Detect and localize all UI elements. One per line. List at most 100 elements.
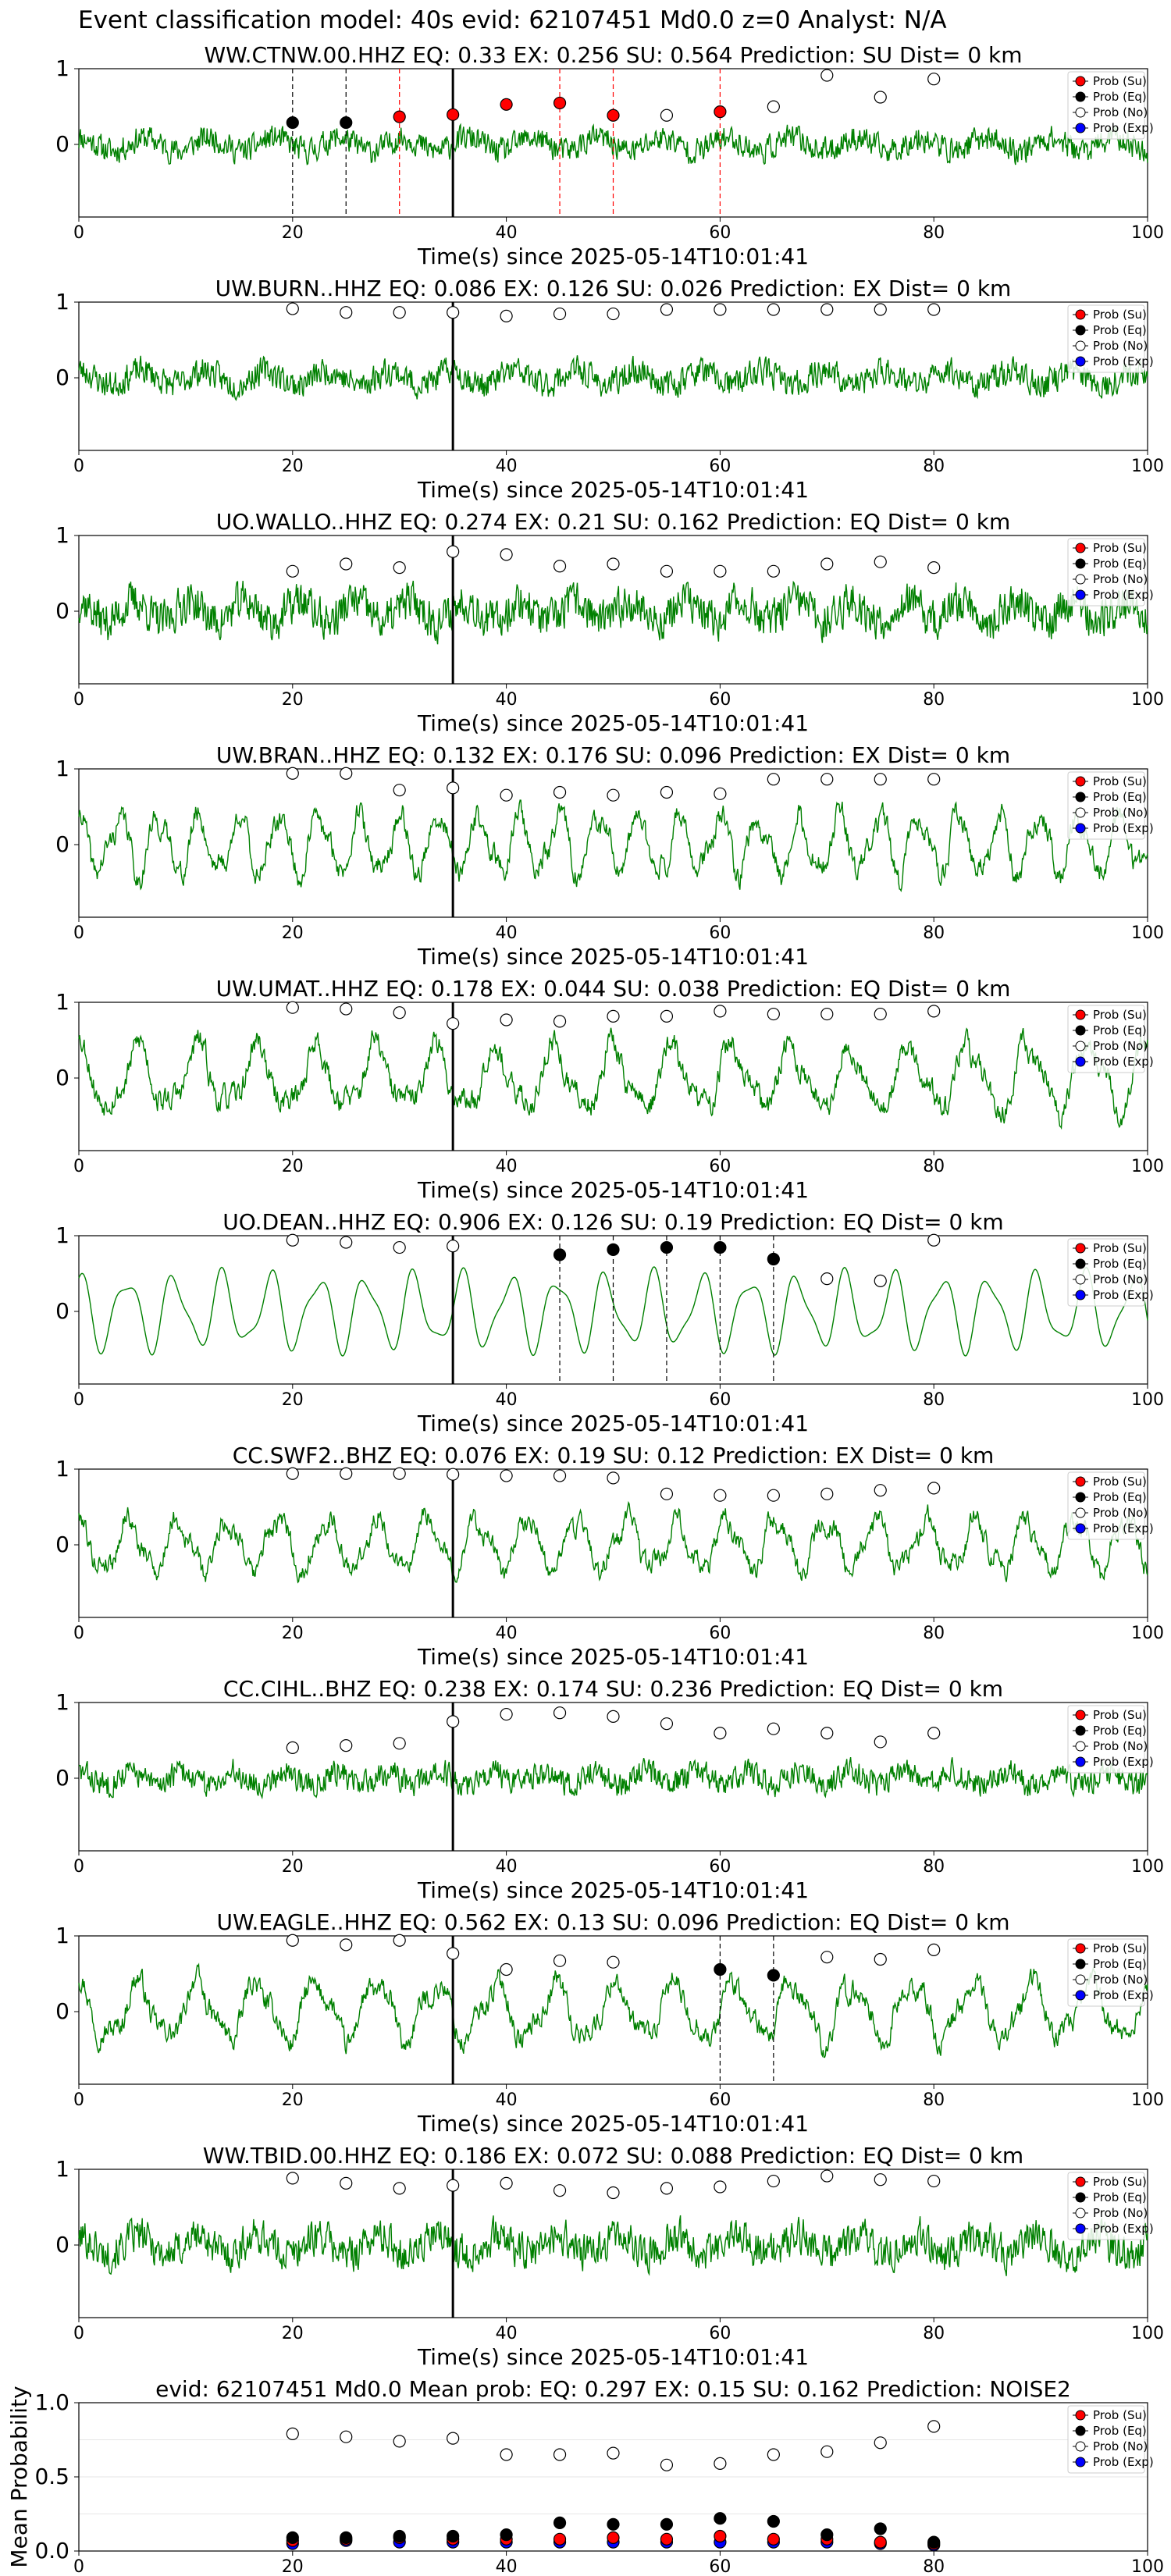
prob-point-eq bbox=[767, 1252, 780, 1266]
legend-label-exp: Prob (Exp) bbox=[1093, 821, 1154, 835]
prob-point-no bbox=[553, 1469, 567, 1482]
legend-marker-exp bbox=[1075, 356, 1086, 367]
x-tick-label: 100 bbox=[1131, 1624, 1164, 1643]
legend-marker-su bbox=[1075, 1943, 1086, 1954]
legend-marker-su bbox=[1075, 309, 1086, 320]
y-tick-label: 0 bbox=[55, 1998, 69, 2024]
x-tick-label: 80 bbox=[923, 2090, 945, 2110]
x-tick-label: 80 bbox=[923, 1390, 945, 1410]
legend-label-no: Prob (No) bbox=[1093, 2206, 1148, 2220]
x-tick-label: 60 bbox=[709, 2557, 731, 2576]
prob-point-no bbox=[286, 1741, 299, 1754]
prob-point-no bbox=[553, 2184, 567, 2197]
x-tick-label: 60 bbox=[709, 690, 731, 710]
x-tick-label: 20 bbox=[282, 923, 304, 943]
x-tick-label: 0 bbox=[73, 1857, 84, 1877]
prob-point-no bbox=[553, 1954, 567, 1967]
prob-point-no bbox=[340, 2430, 353, 2443]
prob-point-no bbox=[714, 564, 727, 578]
prob-point-no bbox=[500, 1469, 513, 1482]
legend-label-no: Prob (No) bbox=[1093, 1739, 1148, 1753]
prob-point-no bbox=[767, 100, 780, 113]
x-tick-label: 100 bbox=[1131, 2324, 1164, 2343]
prob-point-no bbox=[340, 1938, 353, 1952]
prob-point-no bbox=[874, 773, 887, 786]
prob-point-no bbox=[607, 788, 620, 802]
x-tick-label: 40 bbox=[496, 1857, 518, 1877]
x-axis-label: Time(s) since 2025-05-14T10:01:41 bbox=[417, 1177, 809, 1203]
axes-frame bbox=[78, 2169, 1148, 2318]
prob-point-no bbox=[820, 557, 834, 571]
prob-point-no bbox=[874, 2436, 887, 2450]
prob-point-no bbox=[660, 2182, 674, 2195]
prob-point-su bbox=[500, 98, 513, 111]
legend-marker-exp bbox=[1075, 1056, 1086, 1067]
x-tick-label: 60 bbox=[709, 923, 731, 943]
prob-point-no bbox=[607, 2186, 620, 2200]
y-tick-label: 1.0 bbox=[34, 2389, 69, 2415]
prob-point-eq bbox=[660, 2517, 674, 2531]
y-tick-label: 0 bbox=[55, 1065, 69, 1091]
prob-point-no bbox=[447, 2432, 460, 2445]
axes-frame bbox=[78, 1935, 1148, 2085]
y-tick-label: 1 bbox=[55, 55, 69, 81]
prob-point-no bbox=[553, 307, 567, 321]
prob-point-no bbox=[447, 545, 460, 558]
x-tick-label: 40 bbox=[496, 223, 518, 243]
axes-frame bbox=[78, 535, 1148, 685]
prob-point-eq bbox=[553, 1248, 567, 1261]
prob-point-eq bbox=[500, 2528, 513, 2542]
legend-marker-eq bbox=[1075, 2425, 1086, 2436]
prob-point-su bbox=[767, 2532, 780, 2546]
legend-marker-su bbox=[1075, 1710, 1086, 1720]
prob-point-no bbox=[500, 2176, 513, 2190]
prob-point-no bbox=[393, 1240, 406, 1254]
legend-marker-su bbox=[1075, 76, 1086, 87]
prob-point-no bbox=[607, 1009, 620, 1023]
legend-marker-su bbox=[1075, 2410, 1086, 2421]
prob-point-no bbox=[874, 1274, 887, 1287]
panel-title: evid: 62107451 Md0.0 Mean prob: EQ: 0.29… bbox=[155, 2376, 1071, 2402]
prob-point-no bbox=[447, 2179, 460, 2192]
prob-point-no bbox=[767, 1722, 780, 1735]
prob-point-no bbox=[714, 2180, 727, 2194]
prob-point-su bbox=[393, 110, 406, 123]
legend-box bbox=[1067, 2172, 1145, 2240]
legend-label-no: Prob (No) bbox=[1093, 1039, 1148, 1053]
legend-marker-exp bbox=[1075, 1756, 1086, 1767]
legend-marker-exp bbox=[1075, 589, 1086, 600]
legend-box bbox=[1067, 1005, 1145, 1073]
prob-point-no bbox=[767, 564, 780, 578]
x-tick-label: 20 bbox=[282, 2557, 304, 2576]
y-tick-label: 0 bbox=[55, 1298, 69, 1324]
panel-title: CC.SWF2..BHZ EQ: 0.076 EX: 0.19 SU: 0.12… bbox=[233, 1443, 995, 1468]
prob-point-no bbox=[500, 1962, 513, 1976]
x-tick-label: 40 bbox=[496, 2324, 518, 2343]
waveform-trace bbox=[78, 1962, 1148, 2058]
legend-label-su: Prob (Su) bbox=[1093, 774, 1147, 788]
prob-point-eq bbox=[340, 2531, 353, 2544]
legend-marker-su bbox=[1075, 1009, 1086, 1020]
legend-label-su: Prob (Su) bbox=[1093, 541, 1147, 555]
prob-point-no bbox=[607, 1710, 620, 1723]
x-tick-label: 0 bbox=[73, 2324, 84, 2343]
y-tick-label: 1 bbox=[55, 522, 69, 548]
x-tick-label: 100 bbox=[1131, 223, 1164, 243]
prob-point-no bbox=[820, 2445, 834, 2458]
prob-point-no bbox=[927, 73, 941, 86]
prob-point-no bbox=[927, 2174, 941, 2188]
x-axis-label: Time(s) since 2025-05-14T10:01:41 bbox=[417, 2344, 809, 2370]
legend-box bbox=[1067, 71, 1145, 140]
prob-point-no bbox=[447, 781, 460, 795]
x-tick-label: 0 bbox=[73, 923, 84, 943]
prob-point-su bbox=[447, 108, 460, 121]
legend-marker-no bbox=[1075, 1274, 1086, 1285]
x-tick-label: 80 bbox=[923, 1157, 945, 1176]
legend-label-eq: Prob (Eq) bbox=[1093, 2424, 1147, 2438]
prob-point-no bbox=[340, 1739, 353, 1752]
axes-frame bbox=[78, 1702, 1148, 1852]
panel-11: evid: 62107451 Md0.0 Mean prob: EQ: 0.29… bbox=[6, 2376, 1164, 2576]
panel-title: UO.WALLO..HHZ EQ: 0.274 EX: 0.21 SU: 0.1… bbox=[216, 509, 1010, 535]
prob-point-no bbox=[340, 557, 353, 571]
waveform-trace bbox=[78, 1756, 1148, 1800]
